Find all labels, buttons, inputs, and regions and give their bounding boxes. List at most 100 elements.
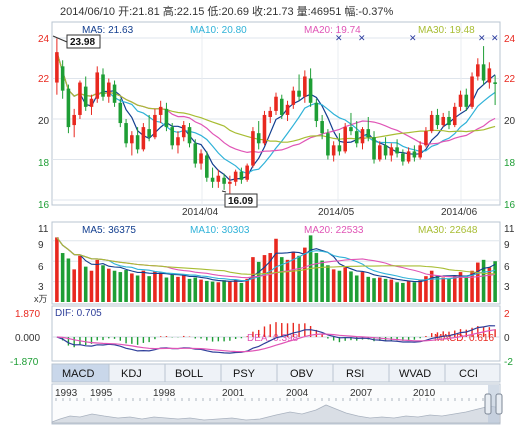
volume-bar <box>268 253 273 302</box>
volume-bar <box>130 273 134 302</box>
tab-boll[interactable]: BOLL <box>164 363 222 383</box>
candle <box>60 60 65 99</box>
candle <box>366 116 371 142</box>
candle <box>331 141 336 162</box>
candle-body <box>256 133 261 144</box>
candle-body <box>164 108 169 128</box>
candle <box>256 121 261 150</box>
tab-wvad[interactable]: WVAD <box>388 363 446 383</box>
macd-axis-label-left: 1.870 <box>15 309 40 320</box>
candle-body <box>326 133 330 156</box>
timeline-year: 2010 <box>413 388 436 399</box>
candle <box>268 106 273 124</box>
volume-bar <box>291 251 296 302</box>
candle <box>297 74 301 101</box>
candle <box>118 98 123 128</box>
event-flag-icon[interactable]: ✕ <box>491 33 499 43</box>
volume-axis-label-left: 9 <box>38 240 44 251</box>
candle <box>458 90 463 111</box>
candle <box>193 139 198 168</box>
volume-bar <box>378 277 382 302</box>
candle-body <box>153 114 157 138</box>
volume-bar <box>239 282 244 302</box>
volume-bar <box>112 270 117 302</box>
candle <box>401 149 405 166</box>
candle-body <box>464 94 469 107</box>
event-flag-icon[interactable]: ✕ <box>478 33 486 43</box>
timeline-year: 1995 <box>90 388 113 399</box>
candle-body <box>60 66 65 91</box>
candle-body <box>274 96 278 111</box>
candle-body <box>383 145 388 156</box>
volume-bar <box>424 276 428 302</box>
candle <box>326 129 330 160</box>
candle <box>89 94 94 115</box>
event-flag-icon[interactable]: ✕ <box>358 33 366 43</box>
candle-body <box>378 145 382 160</box>
candle-body <box>106 82 111 97</box>
tab-cci[interactable]: CCI <box>444 363 501 383</box>
timeline-drag-handle-right[interactable] <box>495 393 503 415</box>
price-axis-label-left: 18 <box>38 158 50 169</box>
volume-axis-label-right: 9 <box>504 240 510 251</box>
volume-bar <box>216 282 221 302</box>
timeline-selection[interactable] <box>488 385 499 423</box>
candle-body <box>89 98 94 107</box>
volume-bar <box>256 261 261 302</box>
candle <box>222 173 226 190</box>
event-flag-icon[interactable]: ✕ <box>409 33 417 43</box>
candle <box>308 68 313 107</box>
candle-body <box>216 175 221 182</box>
timeline-drag-handle-left[interactable] <box>484 393 492 415</box>
candle-body <box>199 153 203 164</box>
candle <box>245 163 249 182</box>
volume-bar <box>383 278 388 302</box>
candle-body <box>303 76 307 97</box>
volume-bar <box>251 257 255 302</box>
candle-body <box>389 147 394 156</box>
candle-body <box>441 116 446 126</box>
tab-kdj[interactable]: KDJ <box>108 363 166 383</box>
candle <box>274 92 278 115</box>
volume-axis-label-left: 6 <box>38 262 44 273</box>
candle-body <box>83 86 88 107</box>
volume-bar <box>245 278 249 302</box>
volume-bar <box>106 268 111 302</box>
candle-body <box>476 64 480 77</box>
candle-body <box>124 123 128 144</box>
candle <box>435 108 440 130</box>
candle-body <box>279 98 284 115</box>
candle-body <box>147 129 151 138</box>
candle-body <box>95 72 100 99</box>
candle <box>135 127 140 154</box>
volume-axis-label-left: 3 <box>38 282 44 293</box>
candle <box>383 137 388 160</box>
volume-bar <box>303 247 307 302</box>
event-flag-icon[interactable]: ✕ <box>335 33 343 43</box>
tab-psy[interactable]: PSY <box>220 363 278 383</box>
macd-axis-label-left: 0.000 <box>15 333 40 344</box>
volume-bar <box>389 279 394 302</box>
candle <box>360 127 365 150</box>
candle-body <box>458 94 463 107</box>
volume-bar <box>72 269 76 302</box>
volume-bar <box>279 257 284 302</box>
macd-dea-line <box>56 329 496 353</box>
volume-bar <box>343 267 347 302</box>
tab-rsi[interactable]: RSI <box>332 363 390 383</box>
volume-bar <box>314 253 319 302</box>
candle <box>251 127 255 168</box>
candle <box>164 102 169 132</box>
price-legend-ma20: MA20: 19.74 <box>304 25 361 36</box>
candle-body <box>452 106 457 126</box>
volume-bar <box>372 278 376 302</box>
tab-obv[interactable]: OBV <box>276 363 334 383</box>
tab-macd[interactable]: MACD <box>51 363 110 383</box>
volume-bar <box>176 276 180 302</box>
volume-bar <box>452 275 457 302</box>
candle-body <box>291 90 296 105</box>
price-axis-label-right: 22 <box>504 74 516 85</box>
candle <box>187 123 192 148</box>
volume-bar <box>228 281 232 302</box>
candle <box>199 149 203 170</box>
